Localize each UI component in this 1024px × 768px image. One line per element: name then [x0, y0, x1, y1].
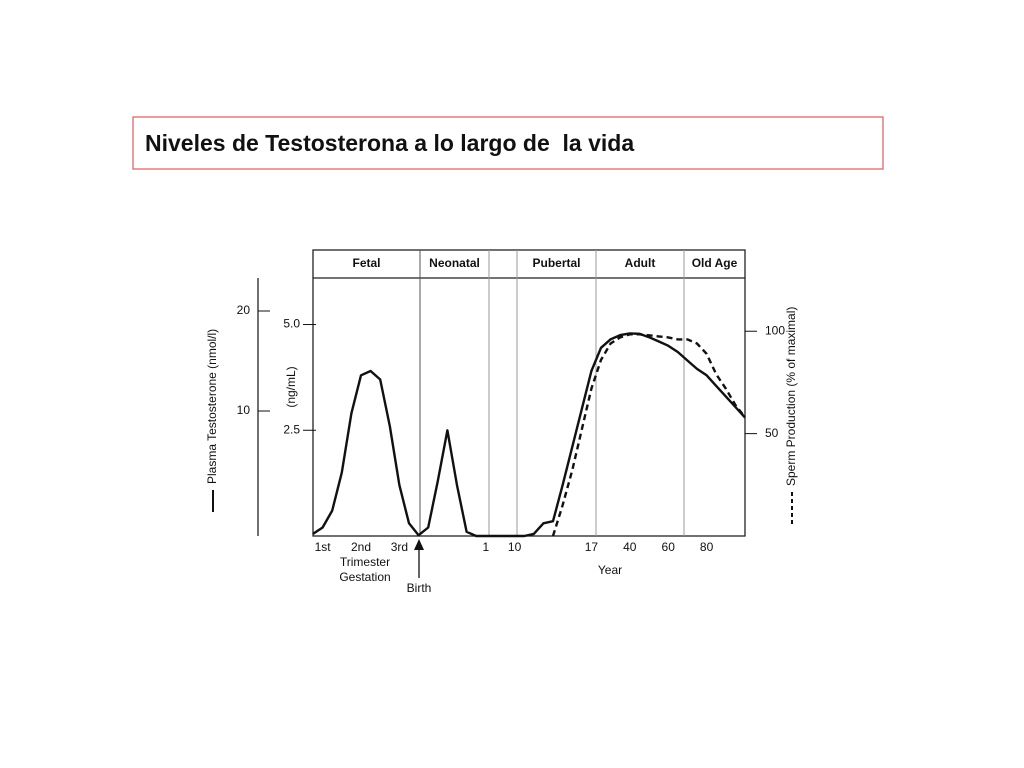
chart-frame: [257, 249, 746, 537]
y3-tick-label: 10: [237, 403, 251, 417]
plot-frame: [312, 249, 746, 537]
phase-label: Pubertal: [532, 256, 580, 270]
y2-tick-label: 50: [765, 426, 779, 440]
series-line: [551, 333, 746, 537]
phase-label: Adult: [625, 256, 656, 270]
y-tick-label: 2.5: [283, 422, 300, 436]
series-line: [312, 332, 746, 538]
title-box: [132, 116, 884, 170]
x-tick-label: 17: [585, 540, 599, 554]
x-axis-label: Year: [598, 563, 622, 577]
legend-label: Sperm Production (% of maximal): [784, 307, 798, 486]
x-tick-label: 2nd: [351, 540, 371, 554]
x-tick-label: 3rd: [391, 540, 408, 554]
x-tick-label: 60: [662, 540, 676, 554]
y3-tick-label: 20: [237, 303, 251, 317]
x-tick-label: 10: [508, 540, 522, 554]
phase-label: Fetal: [352, 256, 380, 270]
x-tick-label: 40: [623, 540, 637, 554]
phase-label: Old Age: [692, 256, 738, 270]
y-tick-label: 5.0: [283, 317, 300, 331]
y2-tick-label: 100: [765, 323, 785, 337]
legend-label: Plasma Testosterone (nmol/l): [205, 329, 219, 484]
x-tick-label: 80: [700, 540, 714, 554]
phase-label: Neonatal: [429, 256, 480, 270]
slide-title: Niveles de Testosterona a lo largo de la…: [145, 130, 634, 156]
y-axis-label: (ng/mL): [284, 366, 298, 407]
x-note: Gestation: [339, 570, 390, 584]
x-note: Trimester: [340, 555, 390, 569]
x-tick-label: 1st: [315, 540, 332, 554]
birth-arrow-head: [414, 539, 424, 550]
x-tick-label: 1: [482, 540, 489, 554]
x-note: Birth: [407, 581, 432, 595]
